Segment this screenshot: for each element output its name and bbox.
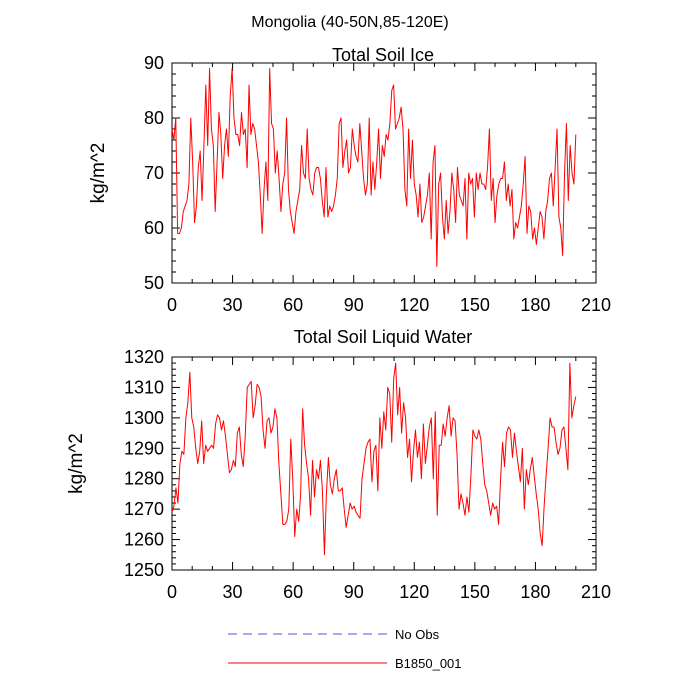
- x-tick-label: 30: [223, 582, 243, 602]
- y-axis-label: kg/m^2: [66, 433, 87, 494]
- series-line-b1850-001: [171, 362, 577, 556]
- y-tick-label: 70: [144, 163, 164, 183]
- y-tick-label: 60: [144, 218, 164, 238]
- x-tick-label: 60: [283, 582, 303, 602]
- y-tick-label: 50: [144, 273, 164, 293]
- y-tick-label: 1300: [124, 408, 164, 428]
- x-tick-label: 120: [399, 582, 429, 602]
- soil-liquid-water-chart: Total Soil Liquid Water 0 30 60 90 120 150 180…: [66, 327, 611, 602]
- plot-frame: [171, 62, 597, 284]
- legend: No Obs B1850_001: [228, 627, 462, 671]
- y-tick-label: 1320: [124, 347, 164, 367]
- series-line-b1850-001: [171, 68, 577, 267]
- chart-title: Total Soil Ice: [332, 45, 434, 65]
- chart-title: Total Soil Liquid Water: [294, 327, 472, 347]
- x-tick-label: 210: [581, 582, 611, 602]
- legend-label-no-obs: No Obs: [395, 627, 440, 642]
- x-tick-label: 180: [520, 295, 550, 315]
- x-tick-label: 150: [460, 582, 490, 602]
- y-tick-label: 80: [144, 108, 164, 128]
- x-tick-label: 60: [283, 295, 303, 315]
- x-tick-label: 120: [399, 295, 429, 315]
- y-tick-label: 1270: [124, 499, 164, 519]
- y-tick-label: 90: [144, 53, 164, 73]
- plot-frame: [171, 356, 597, 571]
- y-tick-label: 1280: [124, 469, 164, 489]
- x-tick-label: 90: [344, 295, 364, 315]
- legend-label-b1850: B1850_001: [395, 656, 462, 671]
- x-tick-label: 0: [167, 582, 177, 602]
- y-axis-label: kg/m^2: [88, 143, 109, 204]
- soil-ice-chart: Total Soil Ice 0 30 60 90 120 150 180 210 50 60 70…: [88, 45, 611, 315]
- x-tick-label: 210: [581, 295, 611, 315]
- x-tick-label: 30: [223, 295, 243, 315]
- y-tick-label: 1260: [124, 530, 164, 550]
- x-tick-label: 0: [167, 295, 177, 315]
- x-tick-label: 90: [344, 582, 364, 602]
- x-tick-label: 180: [520, 582, 550, 602]
- figure-title: Mongolia (40-50N,85-120E): [251, 14, 448, 31]
- y-tick-label: 1290: [124, 438, 164, 458]
- x-tick-label: 150: [460, 295, 490, 315]
- y-tick-label: 1310: [124, 377, 164, 397]
- y-tick-label: 1250: [124, 560, 164, 580]
